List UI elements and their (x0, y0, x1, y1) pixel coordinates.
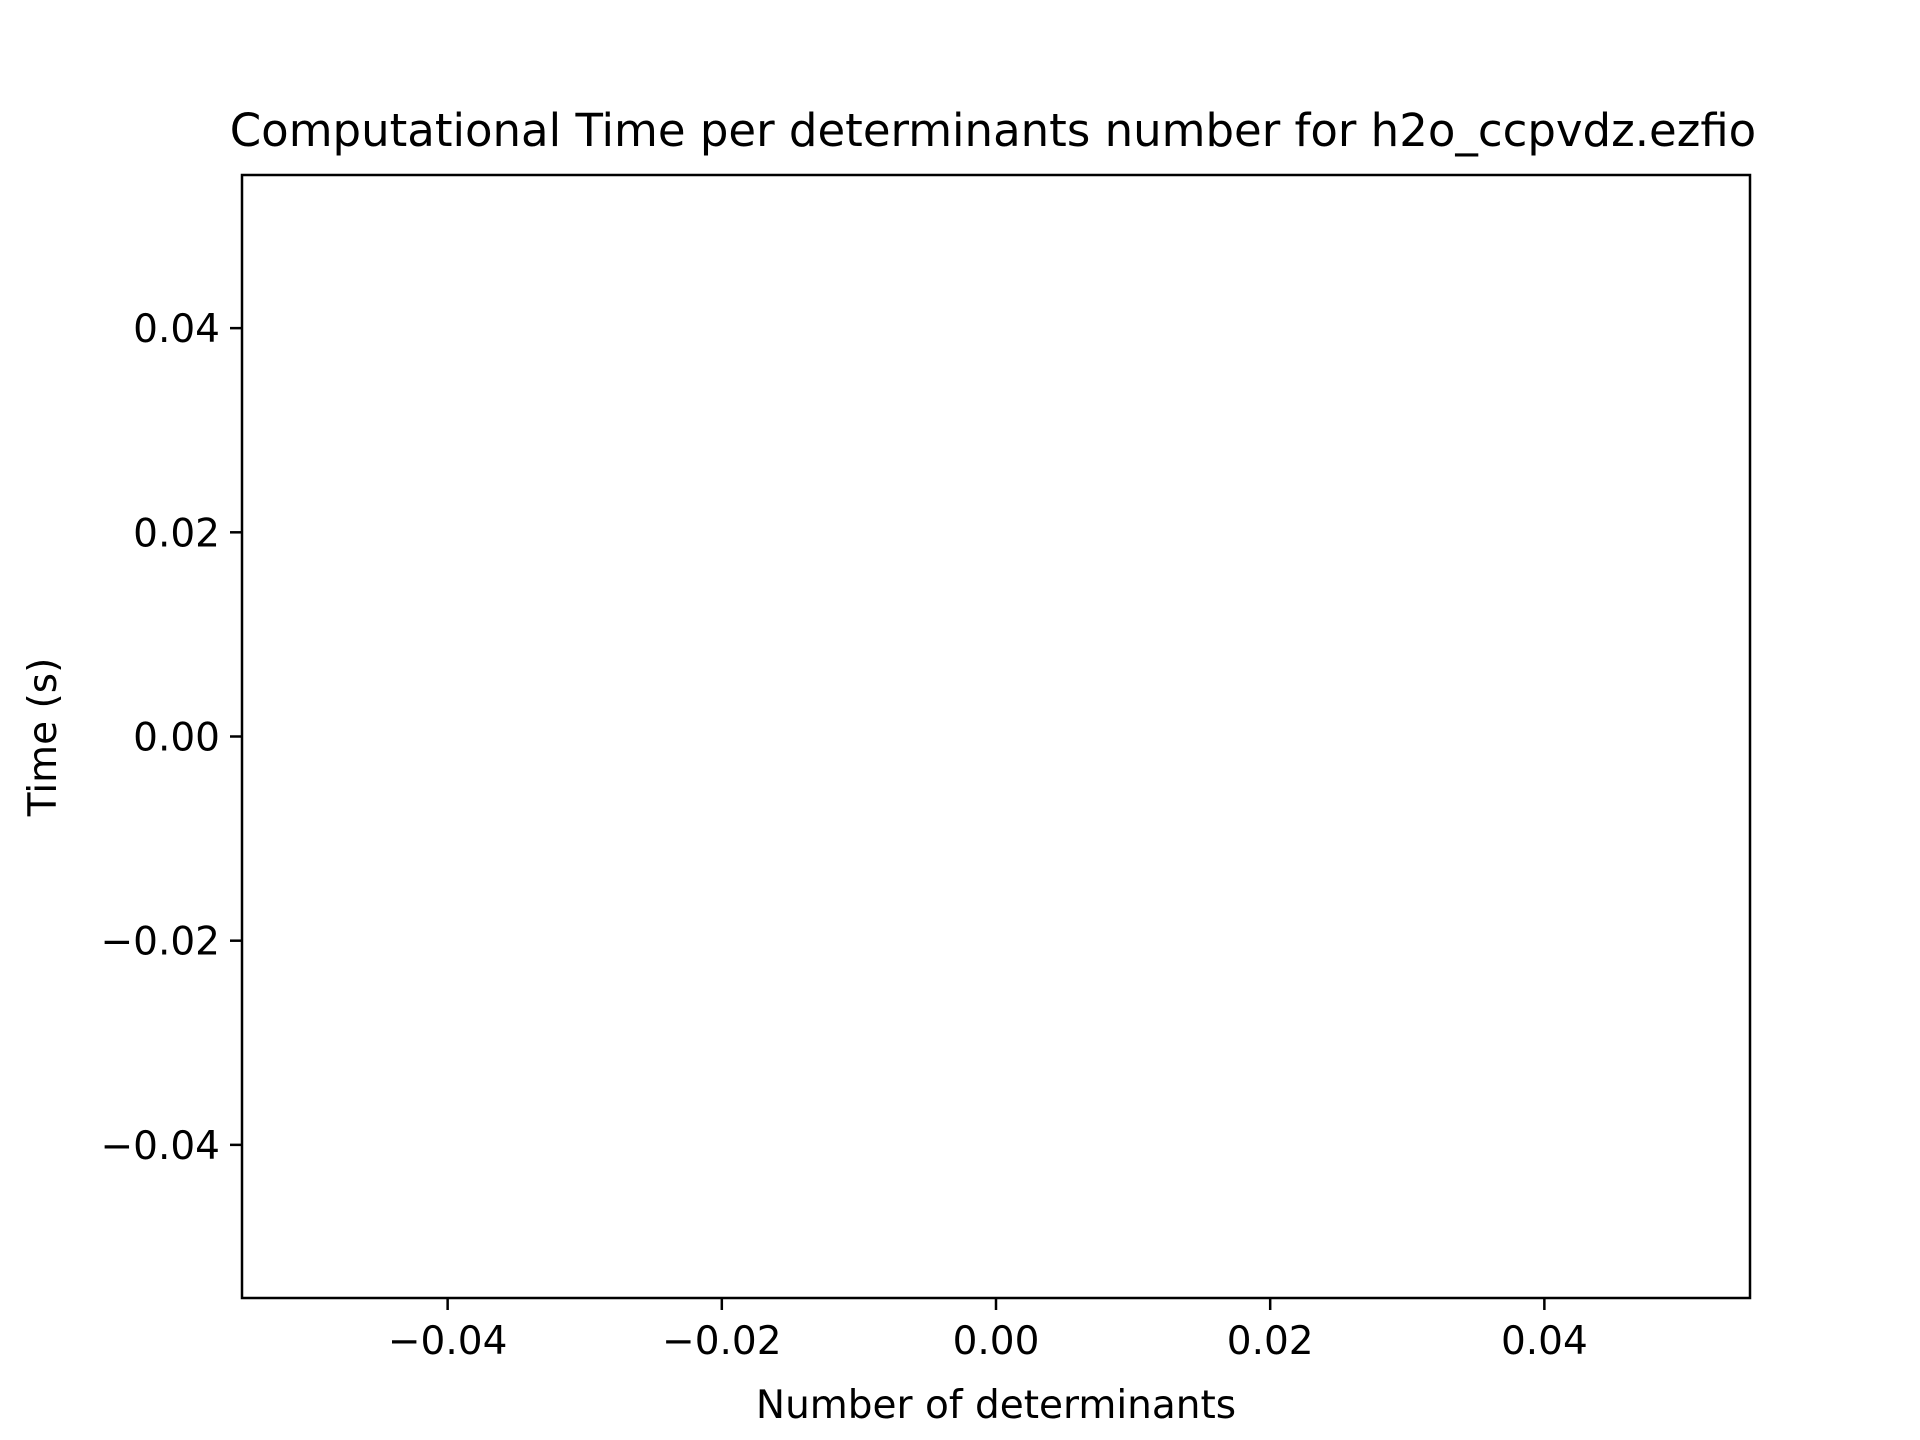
y-axis-label: Time (s) (21, 658, 66, 818)
y-tick-label: 0.00 (133, 716, 220, 761)
x-tick-label: 0.00 (953, 1319, 1040, 1364)
x-tick-label: −0.02 (662, 1319, 782, 1364)
y-tick-label: 0.04 (133, 307, 220, 352)
y-tick-label: 0.02 (133, 511, 220, 556)
y-tick-label: −0.02 (100, 920, 220, 965)
x-tick-label: 0.04 (1501, 1319, 1588, 1364)
y-axis: −0.04 −0.02 0.00 0.02 0.04 (100, 307, 242, 1169)
chart-title: Computational Time per determinants numb… (230, 104, 1756, 157)
x-tick-label: −0.04 (388, 1319, 508, 1364)
x-tick-label: 0.02 (1227, 1319, 1314, 1364)
x-axis-label: Number of determinants (756, 1383, 1236, 1428)
x-axis: −0.04 −0.02 0.00 0.02 0.04 (388, 1298, 1588, 1364)
y-tick-label: −0.04 (100, 1124, 220, 1169)
